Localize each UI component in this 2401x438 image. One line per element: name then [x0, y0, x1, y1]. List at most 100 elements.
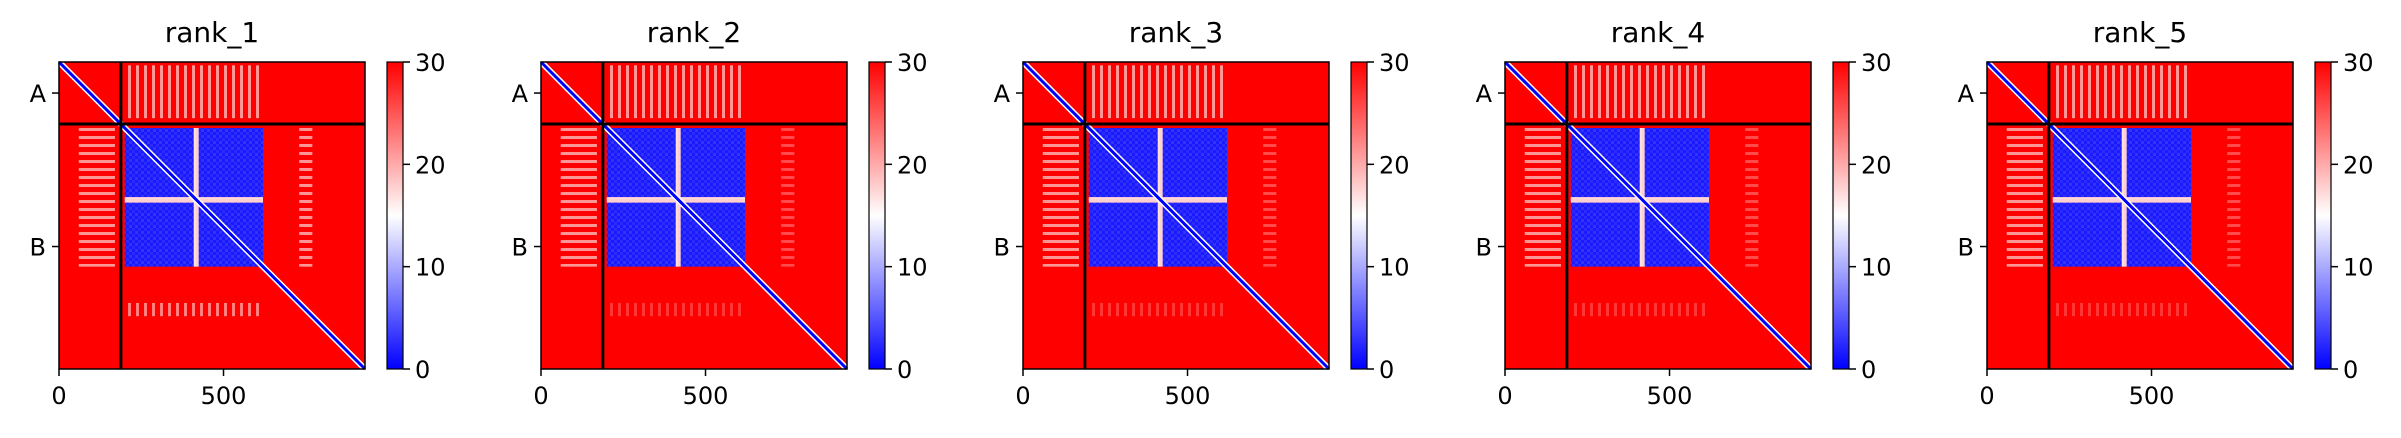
stripe-band — [1524, 128, 1561, 267]
colorbar-frame — [386, 61, 404, 370]
stripe-band — [78, 128, 115, 267]
domain-block — [2052, 199, 2122, 267]
domain-block — [678, 128, 745, 198]
stripe-band — [1088, 65, 1227, 119]
colorbar-tick-label: 20 — [415, 151, 446, 179]
heatmap-frame — [1986, 61, 2294, 370]
diagonal — [1021, 60, 1331, 371]
chain-label-A: A — [994, 80, 1011, 108]
colorbar-tick-label: 30 — [1861, 49, 1892, 77]
x-tick-label: 500 — [683, 382, 729, 410]
heatmap-frame — [58, 61, 366, 370]
domain-block — [1642, 128, 1709, 198]
colorbar-tick-label: 0 — [897, 356, 912, 384]
colorbar — [387, 62, 403, 369]
domain-block — [2124, 128, 2191, 198]
x-tick-label: 500 — [1647, 382, 1693, 410]
diagonal — [1985, 60, 2295, 371]
colorbar — [1351, 62, 1367, 369]
chain-label-A: A — [1476, 80, 1493, 108]
domain-block — [1160, 128, 1227, 198]
domain-block — [1570, 199, 1640, 267]
colorbar-frame — [2314, 61, 2332, 370]
panel-5: rank_5 A B 0 500 0 10 20 30 — [1958, 16, 2374, 410]
colorbar-tick-label: 0 — [2343, 356, 2358, 384]
diagonal — [57, 60, 367, 371]
colorbar-tick-label: 20 — [1379, 151, 1410, 179]
x-tick-label: 500 — [1165, 382, 1211, 410]
colorbar-tick-label: 0 — [415, 356, 430, 384]
domain-block — [124, 199, 194, 267]
stripe-band — [1570, 302, 1709, 317]
colorbar-tick-label: 10 — [2343, 254, 2374, 282]
panel-title: rank_1 — [165, 16, 259, 49]
chain-label-A: A — [512, 80, 529, 108]
colorbar — [1833, 62, 1849, 369]
stripe-band — [1042, 128, 1079, 267]
x-tick-label: 0 — [1015, 382, 1030, 410]
colorbar-tick-label: 30 — [1379, 49, 1410, 77]
chain-label-B: B — [512, 234, 528, 262]
stripe-band — [124, 302, 263, 317]
colorbar — [869, 62, 885, 369]
colorbar-tick-label: 20 — [2343, 151, 2374, 179]
panel-title: rank_4 — [1611, 16, 1705, 49]
domain-block — [196, 128, 263, 198]
x-tick-label: 500 — [2129, 382, 2175, 410]
colorbar-tick-label: 10 — [1861, 254, 1892, 282]
colorbar-frame — [868, 61, 886, 370]
domain-block — [1088, 199, 1158, 267]
diagonal — [539, 60, 849, 371]
stripe-band — [781, 128, 795, 267]
chain-label-A: A — [30, 80, 47, 108]
stripe-band — [1570, 65, 1709, 119]
colorbar-frame — [1350, 61, 1368, 370]
stripe-band — [1263, 128, 1277, 267]
stripe-band — [2052, 65, 2191, 119]
colorbar-tick-label: 20 — [897, 151, 928, 179]
stripe-band — [2006, 128, 2043, 267]
panel-3: rank_3 A B 0 500 0 10 20 30 — [994, 16, 1410, 410]
colorbar-tick-label: 30 — [415, 49, 446, 77]
chain-label-B: B — [1958, 234, 1974, 262]
colorbar-frame — [1832, 61, 1850, 370]
colorbar — [2315, 62, 2331, 369]
panel-title: rank_5 — [2093, 16, 2187, 49]
heatmap-frame — [1022, 61, 1330, 370]
stripe-band — [2227, 128, 2241, 267]
x-tick-label: 500 — [201, 382, 247, 410]
colorbar-tick-label: 10 — [897, 254, 928, 282]
domain-block — [606, 199, 676, 267]
panel-4: rank_4 A B 0 500 0 10 20 30 — [1476, 16, 1892, 410]
panel-1: rank_1 A B 0 500 0 10 20 30 — [30, 16, 446, 410]
panel-title: rank_2 — [647, 16, 741, 49]
stripe-band — [124, 65, 263, 119]
chain-label-B: B — [30, 234, 46, 262]
stripe-band — [606, 302, 745, 317]
heatmap-frame — [540, 61, 848, 370]
stripe-band — [1745, 128, 1759, 267]
colorbar-tick-label: 0 — [1379, 356, 1394, 384]
x-tick-label: 0 — [51, 382, 66, 410]
x-tick-label: 0 — [1979, 382, 1994, 410]
stripe-band — [560, 128, 597, 267]
chain-label-B: B — [994, 234, 1010, 262]
stripe-band — [2052, 302, 2191, 317]
panel-title: rank_3 — [1129, 16, 1223, 49]
stripe-band — [1088, 302, 1227, 317]
colorbar-tick-label: 0 — [1861, 356, 1876, 384]
colorbar-tick-label: 30 — [2343, 49, 2374, 77]
x-tick-label: 0 — [1497, 382, 1512, 410]
colorbar-tick-label: 10 — [1379, 254, 1410, 282]
stripe-band — [606, 65, 745, 119]
stripe-band — [299, 128, 313, 267]
panel-2: rank_2 A B 0 500 0 10 20 30 — [512, 16, 928, 410]
diagonal — [1503, 60, 1813, 371]
x-tick-label: 0 — [533, 382, 548, 410]
chain-label-A: A — [1958, 80, 1975, 108]
chain-label-B: B — [1476, 234, 1492, 262]
colorbar-tick-label: 20 — [1861, 151, 1892, 179]
heatmap-frame — [1504, 61, 1812, 370]
colorbar-tick-label: 30 — [897, 49, 928, 77]
